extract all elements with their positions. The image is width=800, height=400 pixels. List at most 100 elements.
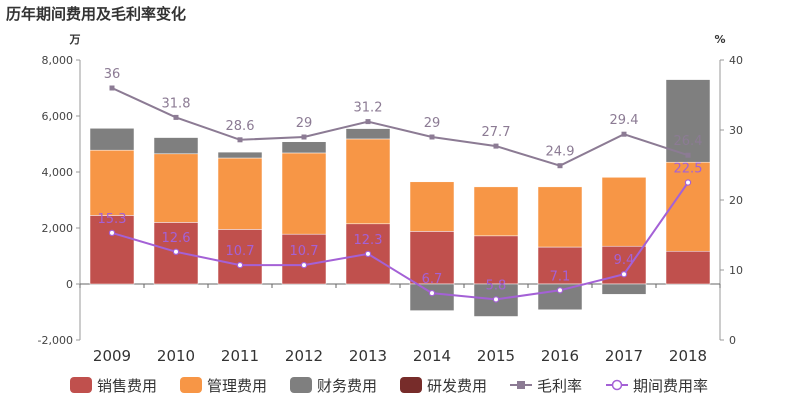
bar-segment — [409, 283, 455, 311]
bar-segment — [89, 128, 135, 151]
legend-label: 销售费用 — [97, 377, 157, 395]
x-tick-label: 2018 — [669, 347, 707, 365]
x-tick-label: 2011 — [221, 347, 259, 365]
x-tick-label: 2009 — [93, 347, 131, 365]
right-tick-label: 20 — [729, 194, 743, 207]
data-label: 6.7 — [422, 272, 443, 287]
line-point — [492, 296, 500, 303]
bar-segment — [89, 149, 135, 216]
bar-segment — [601, 283, 647, 295]
line-point — [236, 261, 244, 269]
line-point — [301, 134, 307, 140]
x-tick-label: 2015 — [477, 347, 515, 365]
bar-segment — [281, 233, 327, 285]
line-point — [429, 134, 435, 140]
data-label: 29 — [296, 116, 313, 131]
left-tick-label: 4,000 — [42, 166, 74, 179]
legend-label: 管理费用 — [207, 377, 267, 395]
bar-segment — [217, 151, 263, 159]
right-tick-label: 40 — [729, 54, 743, 67]
left-tick-label: 0 — [66, 278, 73, 291]
right-tick-label: 10 — [729, 264, 743, 277]
data-label: 26.4 — [674, 134, 703, 149]
data-label: 31.8 — [162, 96, 191, 111]
line-point — [556, 287, 564, 294]
legend-label: 期间费用率 — [633, 377, 708, 395]
bar-segment — [665, 161, 711, 252]
bar-segment — [217, 229, 263, 285]
x-tick-label: 2017 — [605, 347, 643, 365]
x-tick-label: 2010 — [157, 347, 195, 365]
left-tick-label: 8,000 — [42, 54, 74, 67]
right-axis-unit: % — [714, 33, 725, 46]
legend-swatch — [70, 377, 92, 393]
data-label: 24.9 — [546, 145, 575, 160]
legend-swatch — [180, 377, 202, 393]
data-label: 29.4 — [610, 113, 639, 128]
chart-title: 历年期间费用及毛利率变化 — [6, 5, 187, 23]
data-label: 10.7 — [226, 244, 255, 259]
legend-marker — [517, 381, 525, 389]
bar-segment — [281, 152, 327, 235]
bar-segment — [665, 250, 711, 285]
legend-swatch — [290, 377, 312, 393]
right-tick-label: 30 — [729, 124, 743, 137]
x-tick-label: 2016 — [541, 347, 579, 365]
bar-segment — [345, 138, 391, 225]
bar-segment — [537, 186, 583, 248]
line-point — [237, 137, 243, 143]
legend-swatch — [400, 377, 422, 393]
x-tick-label: 2014 — [413, 347, 451, 365]
line-point — [109, 85, 115, 91]
data-label: 29 — [424, 116, 441, 131]
left-tick-label: -2,000 — [38, 334, 73, 347]
left-tick-label: 2,000 — [42, 222, 74, 235]
bar-segment — [153, 153, 199, 223]
bar-segment — [153, 137, 199, 155]
line-point — [300, 261, 308, 269]
bar-segment — [473, 186, 519, 237]
data-label: 12.6 — [162, 231, 191, 246]
bar-segment — [665, 79, 711, 163]
bar-segment — [345, 128, 391, 140]
data-label: 10.7 — [290, 244, 319, 259]
left-tick-label: 6,000 — [42, 110, 74, 123]
data-label: 22.5 — [674, 162, 703, 177]
data-label: 7.1 — [550, 269, 571, 284]
bar-segment — [409, 181, 455, 232]
right-tick-label: 0 — [729, 334, 736, 347]
x-tick-label: 2012 — [285, 347, 323, 365]
series-line — [111, 181, 689, 301]
legend-label: 研发费用 — [427, 377, 487, 395]
bar-segment — [537, 246, 583, 285]
bar-segment — [409, 231, 455, 285]
data-label: 5.8 — [486, 278, 507, 293]
legend-label: 财务费用 — [317, 377, 377, 395]
line-point — [173, 114, 179, 120]
data-label: 12.3 — [354, 233, 383, 248]
x-tick-label: 2013 — [349, 347, 387, 365]
line-point — [172, 248, 180, 255]
legend-label: 毛利率 — [537, 377, 582, 395]
data-label: 28.6 — [226, 119, 255, 134]
line-point — [364, 250, 372, 258]
data-label: 27.7 — [482, 125, 511, 140]
line-point — [493, 143, 499, 149]
line-point — [557, 163, 563, 169]
bar-segment — [217, 157, 263, 230]
data-label: 31.2 — [354, 101, 383, 116]
bar-segment — [601, 177, 647, 247]
line-point — [620, 271, 628, 278]
series-line — [111, 87, 689, 167]
line-point — [621, 131, 627, 137]
legend-marker — [611, 379, 623, 391]
line-point — [365, 119, 371, 125]
data-label: 9.4 — [614, 253, 635, 268]
line-point — [684, 179, 692, 186]
data-label: 15.3 — [98, 212, 127, 227]
line-point — [685, 152, 691, 158]
line-point — [108, 229, 116, 237]
left-axis-unit: 万 — [69, 33, 81, 46]
